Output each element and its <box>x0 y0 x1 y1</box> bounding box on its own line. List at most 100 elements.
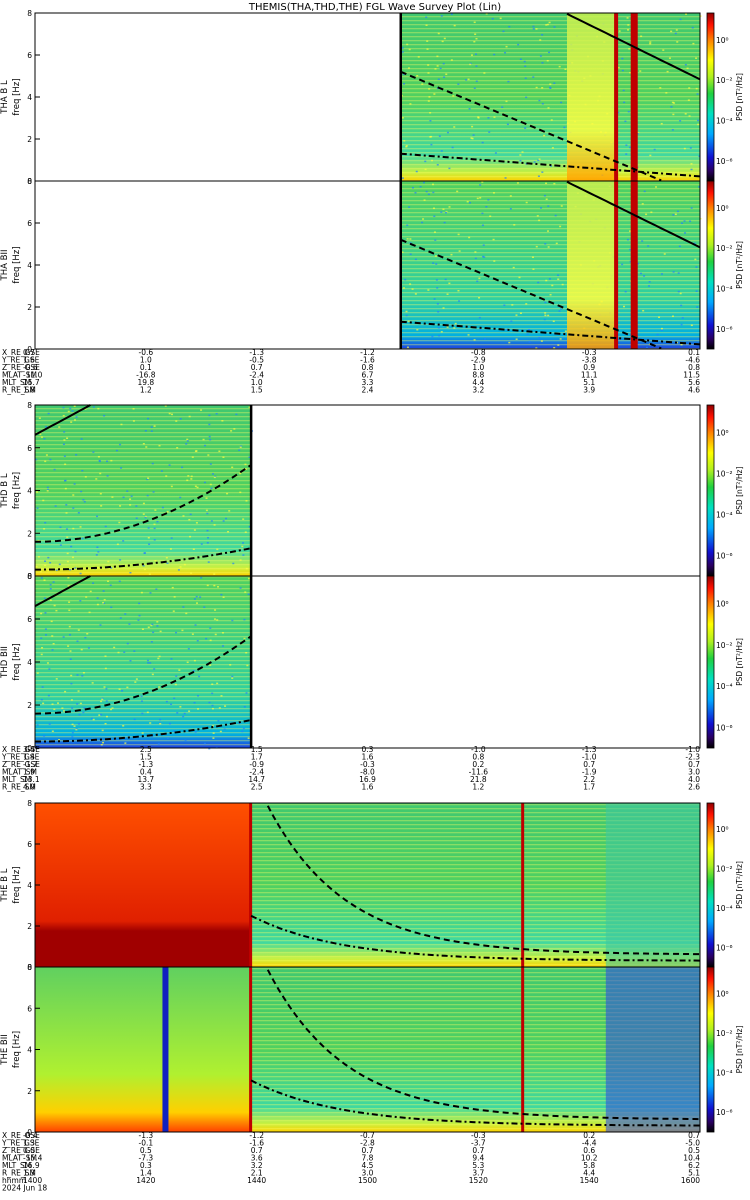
spectrogram-speckle <box>547 314 550 317</box>
spectrogram-speckle <box>239 472 242 475</box>
spectrogram-speckle <box>426 48 429 50</box>
spectrogram-speckle <box>433 298 436 300</box>
spectrogram-speckle <box>67 585 70 587</box>
ephemeris-value: 8.8 <box>472 371 484 380</box>
ephemeris-value: 0.2 <box>583 1131 595 1140</box>
spectrogram-speckle <box>92 718 95 721</box>
spectrogram-speckle <box>55 678 58 680</box>
spectrogram-speckle <box>40 653 43 656</box>
spectrogram-speckle <box>430 143 433 146</box>
ephemeris-value: 0.2 <box>472 760 484 769</box>
spectrogram-speckle <box>695 87 698 90</box>
spectrogram-speckle <box>637 262 640 265</box>
spectrogram-speckle <box>44 628 47 630</box>
spectrogram-speckle <box>39 570 42 573</box>
time-tick-label: 1600 <box>681 1176 700 1185</box>
ephemeris-row-label: MLAT_SM <box>2 371 37 380</box>
spectrogram-speckle <box>59 526 62 529</box>
spectrogram-speckle <box>406 238 409 240</box>
spectrogram-speckle <box>528 340 531 343</box>
ephemeris-row-label: MLT_SM <box>2 1161 31 1170</box>
spectrogram-speckle <box>481 212 484 215</box>
spectrogram-speckle <box>97 551 100 553</box>
curve-dashed <box>34 635 252 715</box>
freq-axis-label: freq [Hz] <box>12 866 22 903</box>
spectrogram-speckle <box>102 590 105 592</box>
spectrogram-speckle <box>197 695 200 697</box>
spectrogram-speckle <box>159 718 162 721</box>
spectrogram-speckle <box>553 346 556 349</box>
spectrogram-speckle <box>97 407 100 410</box>
ephemeris-value: 0.7 <box>251 363 263 372</box>
spectrogram-speckle <box>468 108 471 110</box>
spectrogram-speckle <box>678 245 681 248</box>
ephemeris-thd: X_RE_GSEY_RE_GSEZ_RE_GSEMLAT_SMMLT_SMR_R… <box>1 745 700 792</box>
ephemeris-value: 14.7 <box>248 775 265 784</box>
spectrogram-speckle <box>188 518 191 521</box>
spectrogram-speckle <box>69 407 72 410</box>
spectrogram-speckle <box>148 543 151 545</box>
spectrogram-speckle <box>698 186 701 188</box>
spectrogram-speckle <box>506 123 509 126</box>
ephemeris-value: 5.1 <box>583 378 595 387</box>
spectrogram-speckle <box>474 257 477 260</box>
spectrogram-speckle <box>433 215 436 218</box>
spectrogram-speckle <box>80 490 83 493</box>
spectrogram-speckle <box>421 83 424 85</box>
spectrogram-speckle <box>656 333 659 336</box>
spectrogram-speckle <box>193 659 196 662</box>
spectrogram-speckle <box>467 334 470 336</box>
spectrogram-speckle <box>158 686 161 688</box>
spectrogram-speckle <box>624 120 627 123</box>
spectrogram-speckle <box>64 479 67 482</box>
spectrogram-texture <box>400 13 700 181</box>
spectrogram-speckle <box>247 593 250 596</box>
spectrogram-speckle <box>648 281 651 283</box>
spectrogram-speckle <box>188 415 191 418</box>
spectrogram-speckle <box>689 147 692 149</box>
spectrogram-speckle <box>538 219 541 222</box>
freq-tick-label: 6 <box>27 444 32 453</box>
spectrogram-speckle <box>625 153 628 155</box>
spectrogram-speckle <box>216 548 219 551</box>
spectrogram-speckle <box>499 17 502 20</box>
ephemeris-value: -16.8 <box>136 371 156 380</box>
colorbar-frame <box>706 575 715 749</box>
ephemeris-value: -2.4 <box>249 371 264 380</box>
spectrogram-speckle <box>216 619 219 621</box>
spectrogram-speckle <box>448 282 451 285</box>
spectrogram-speckle <box>227 530 230 533</box>
spectrogram-speckle <box>73 419 76 421</box>
spectrogram-speckle <box>404 278 407 281</box>
spectrogram-speckle <box>516 182 519 184</box>
ephemeris-value: 1.3 <box>23 1139 35 1148</box>
ephemeris-value: 0.3 <box>362 745 374 754</box>
ephemeris-value: 16.9 <box>23 1161 40 1170</box>
spectrogram-speckle <box>85 596 88 598</box>
spectrogram-speckle <box>87 647 90 649</box>
spectrogram-speckle <box>159 630 162 633</box>
spectrogram-speckle <box>230 430 233 432</box>
spectrogram-speckle <box>545 182 548 185</box>
spectrogram-speckle <box>47 569 50 572</box>
spectrogram-speckle <box>432 262 435 264</box>
spectrogram-speckle <box>69 658 72 660</box>
ephemeris-value: 0.7 <box>583 760 595 769</box>
spectrogram-speckle <box>77 690 80 692</box>
spectrogram-speckle <box>134 681 137 683</box>
spectrogram-speckle <box>485 205 488 208</box>
freq-tick-label: 6 <box>27 51 32 60</box>
spectrogram-speckle <box>248 456 251 459</box>
spectrogram-speckle <box>440 15 443 17</box>
ephemeris-the: X_RE_GSEY_RE_GSEZ_RE_GSEMLAT_SMMLT_SMR_R… <box>1 1131 700 1193</box>
spectrogram-speckle <box>214 609 217 611</box>
spectrogram-speckle <box>37 556 40 558</box>
ephemeris-value: 0.8 <box>472 753 484 762</box>
colorbar-tick-label: 10⁰ <box>716 825 729 834</box>
spectrogram-speckle <box>425 190 428 193</box>
ephemeris-value: -1.9 <box>582 768 597 777</box>
spectrogram-speckle <box>165 475 168 477</box>
ephemeris-value: 6.2 <box>688 1161 700 1170</box>
curve-solid <box>566 12 701 81</box>
spectrogram-speckle <box>453 126 456 128</box>
